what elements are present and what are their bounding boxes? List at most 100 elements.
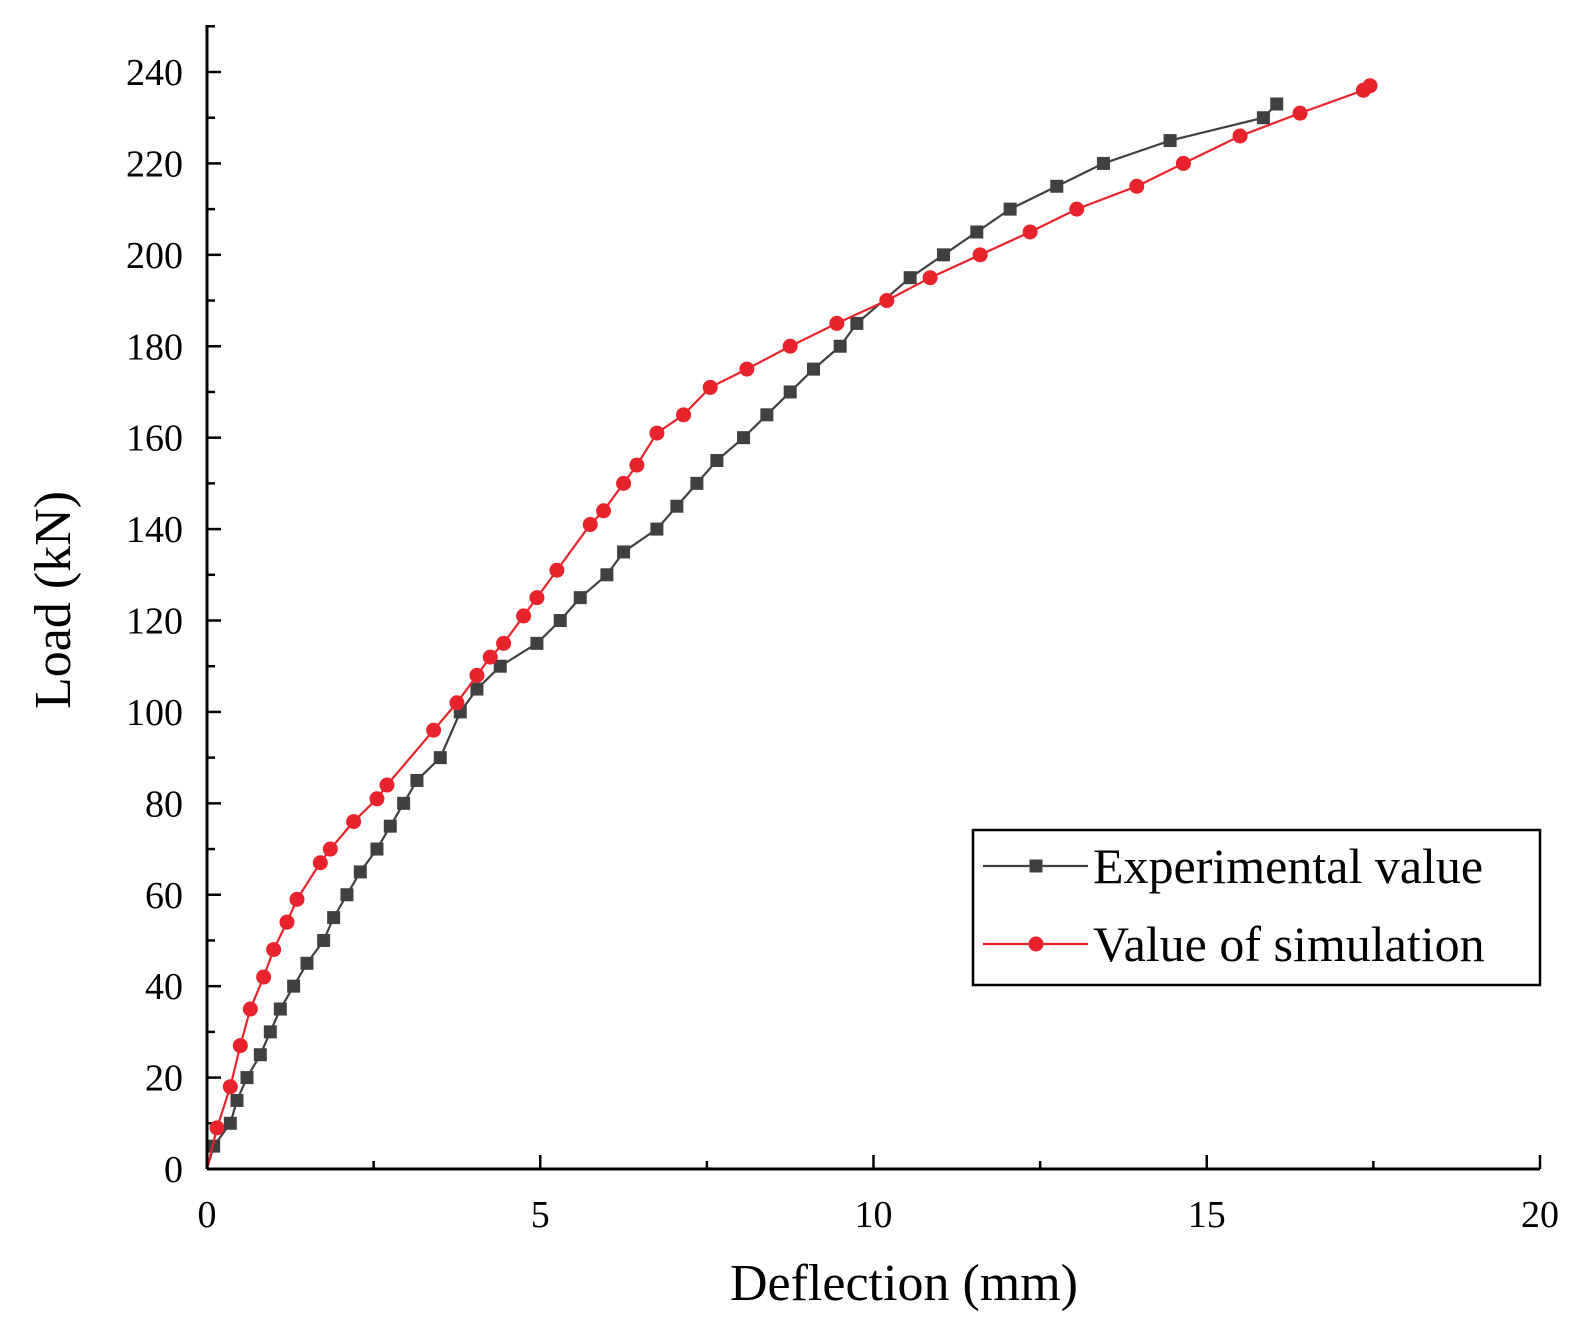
data-point — [433, 751, 447, 765]
data-point — [1069, 201, 1085, 217]
data-point — [222, 1079, 238, 1095]
data-point — [649, 425, 665, 441]
data-point — [737, 431, 751, 445]
series-line — [205, 84, 1371, 1170]
data-point — [1163, 134, 1177, 148]
data-point — [1129, 178, 1145, 194]
data-point — [279, 914, 295, 930]
data-point — [617, 545, 631, 559]
data-point — [903, 271, 917, 285]
data-point — [670, 499, 684, 513]
data-point — [242, 1001, 258, 1017]
data-point — [1232, 128, 1248, 144]
data-point — [263, 1025, 277, 1039]
data-point — [529, 590, 545, 606]
data-point — [470, 682, 484, 696]
data-point — [369, 791, 385, 807]
data-point — [230, 1093, 244, 1107]
data-point — [760, 408, 774, 422]
data-point — [829, 315, 845, 331]
data-point — [573, 591, 587, 605]
data-point — [629, 457, 645, 473]
data-point — [1096, 156, 1110, 170]
data-point — [449, 695, 465, 711]
data-point — [702, 379, 718, 395]
data-point — [469, 667, 485, 683]
data-point — [1256, 111, 1270, 125]
data-point — [493, 659, 507, 673]
data-point — [879, 293, 895, 309]
data-point — [322, 841, 338, 857]
legend-label: Value of simulation — [1093, 916, 1485, 972]
data-point — [676, 407, 692, 423]
data-point — [232, 1038, 248, 1054]
data-point — [312, 855, 328, 871]
x-tick-label: 10 — [855, 1194, 893, 1236]
data-point — [482, 649, 498, 665]
data-point — [549, 562, 565, 578]
data-point — [379, 777, 395, 793]
series-line — [205, 103, 1278, 1170]
data-point — [972, 247, 988, 263]
data-point — [353, 865, 367, 879]
data-point — [782, 338, 798, 354]
data-point — [833, 339, 847, 353]
data-point — [327, 911, 341, 925]
data-point — [1292, 105, 1308, 121]
data-point — [516, 608, 532, 624]
data-point — [710, 454, 724, 468]
data-point — [616, 475, 632, 491]
tick-labels: 0 20 40 60 80 100 120 140 160 180 200 220 240 0 5 10 15 2… — [126, 52, 1559, 1236]
y-tick-label: 180 — [126, 326, 183, 368]
data-point — [287, 979, 301, 993]
data-point — [600, 568, 614, 582]
x-axis-title: Deflection (mm) — [730, 1255, 1078, 1312]
data-point — [410, 773, 424, 787]
axis-ticks — [207, 25, 1542, 1169]
y-tick-label: 200 — [126, 235, 183, 277]
data-point — [1022, 224, 1038, 240]
legend-label: Experimental value — [1093, 838, 1483, 894]
data-point — [1362, 78, 1378, 94]
series-layer — [205, 78, 1378, 1170]
data-point — [1270, 97, 1284, 111]
y-tick-label: 40 — [145, 966, 183, 1008]
y-tick-label: 100 — [126, 692, 183, 734]
y-tick-label: 160 — [126, 418, 183, 460]
data-point — [496, 635, 512, 651]
data-point — [383, 819, 397, 833]
y-tick-label: 220 — [126, 143, 183, 185]
data-point — [1175, 155, 1191, 171]
legend-entry-1: Experimental value — [983, 838, 1483, 894]
data-point — [240, 1071, 254, 1085]
data-point — [850, 316, 864, 330]
data-point — [1050, 179, 1064, 193]
data-point — [346, 814, 362, 830]
data-point — [596, 503, 612, 519]
data-point — [530, 636, 544, 650]
data-point — [922, 270, 938, 286]
x-tick-label: 5 — [531, 1194, 550, 1236]
data-point — [807, 362, 821, 376]
y-tick-label: 60 — [145, 875, 183, 917]
data-point — [209, 1120, 225, 1136]
data-point — [426, 722, 442, 738]
data-point — [370, 842, 384, 856]
y-tick-label: 120 — [126, 601, 183, 643]
legend: Experimental value Value of simulation — [971, 828, 1542, 987]
x-tick-label: 0 — [198, 1194, 217, 1236]
y-tick-label: 0 — [164, 1149, 183, 1191]
data-point — [783, 385, 797, 399]
data-point — [317, 933, 331, 947]
data-point — [582, 517, 598, 533]
data-point — [289, 891, 305, 907]
legend-marker — [1028, 936, 1044, 952]
data-point — [397, 796, 411, 810]
data-point — [256, 969, 272, 985]
data-point — [273, 1002, 287, 1016]
y-tick-label: 140 — [126, 509, 183, 551]
y-tick-label: 80 — [145, 783, 183, 825]
x-tick-label: 15 — [1188, 1194, 1226, 1236]
data-point — [553, 614, 567, 627]
